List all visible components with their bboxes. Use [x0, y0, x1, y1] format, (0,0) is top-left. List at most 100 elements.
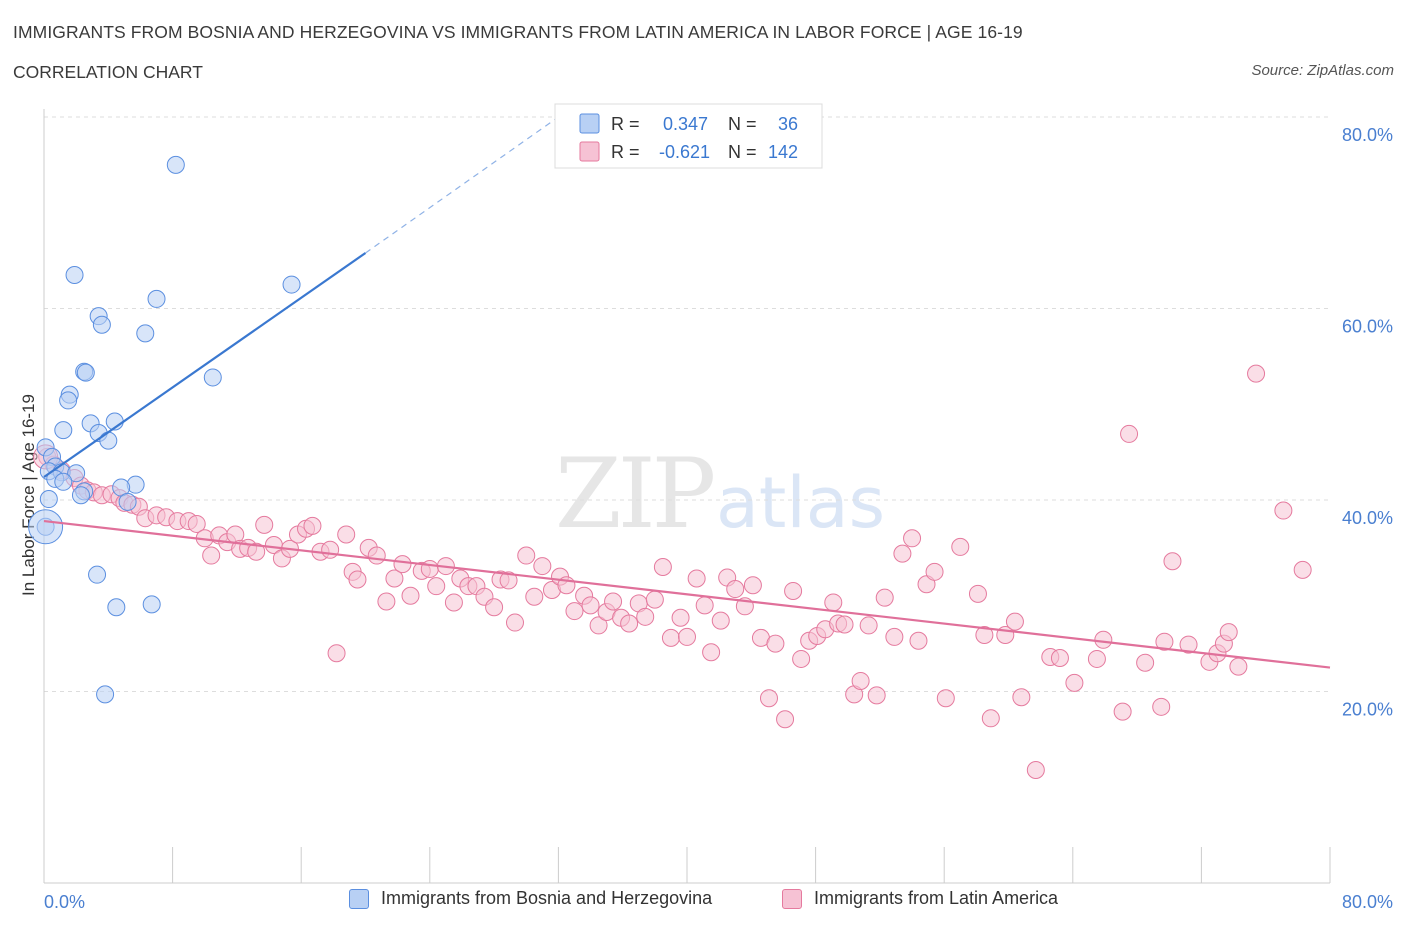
- latin-america-point: [893, 544, 912, 563]
- latin-america-point: [1012, 688, 1031, 707]
- latin-america-point: [1026, 761, 1045, 780]
- legend-n-label: N =: [728, 142, 757, 162]
- latin-america-point: [1274, 501, 1293, 520]
- bosnia-point: [166, 155, 185, 174]
- latin-america-point: [636, 607, 655, 626]
- latin-america-point: [525, 587, 544, 606]
- latin-america-point: [303, 516, 322, 535]
- latin-america-point: [1050, 648, 1069, 667]
- legend-n-value-latin: 142: [768, 142, 798, 162]
- latin-america-point: [348, 570, 367, 589]
- bosnia-point: [136, 324, 155, 343]
- legend-item-latin: Immigrants from Latin America: [782, 888, 1058, 909]
- latin-america-points: [33, 364, 1312, 780]
- axes: [43, 109, 1331, 884]
- legend-swatch-bosnia: [349, 888, 369, 909]
- latin-america-point: [1136, 653, 1155, 672]
- watermark: ZIP atlas: [555, 438, 885, 550]
- latin-america-point: [1155, 632, 1174, 651]
- bosnia-point: [99, 431, 118, 450]
- latin-america-point: [247, 542, 266, 561]
- latin-america-point: [925, 562, 944, 581]
- bosnia-point: [147, 289, 166, 308]
- latin-america-point: [875, 588, 894, 607]
- latin-america-point: [367, 546, 386, 565]
- latin-america-point: [726, 580, 745, 599]
- bosnia-point: [71, 486, 90, 505]
- latin-america-point: [1087, 649, 1106, 668]
- latin-america-point: [327, 644, 346, 663]
- latin-america-point: [661, 628, 680, 647]
- latin-america-point: [187, 514, 206, 533]
- bosnia-point: [54, 472, 73, 491]
- latin-america-point: [385, 569, 404, 588]
- latin-america-point: [1229, 657, 1248, 676]
- latin-america-point: [401, 586, 420, 605]
- latin-america-point: [859, 616, 878, 635]
- legend-swatch-latin: [782, 888, 802, 909]
- latin-america-point: [589, 616, 608, 635]
- latin-america-point: [776, 710, 795, 729]
- latin-america-point: [377, 592, 396, 611]
- latin-america-point: [1219, 623, 1238, 642]
- legend-n-value-bosnia: 36: [778, 114, 798, 134]
- legend-swatch-bosnia: [579, 113, 600, 134]
- chart-subtitle: CORRELATION CHART: [13, 62, 203, 82]
- bosnia-point: [88, 565, 107, 584]
- latin-america-point: [202, 546, 221, 565]
- latin-america-point: [687, 569, 706, 588]
- legend-swatch-latin: [579, 141, 600, 162]
- latin-america-point: [1065, 673, 1084, 692]
- y-tick-label: 20.0%: [1342, 700, 1393, 720]
- correlation-legend: R = 0.347 N = 36 R = -0.621 N = 142: [554, 103, 823, 169]
- latin-america-point: [695, 596, 714, 615]
- bosnia-trend-line: [43, 252, 367, 478]
- latin-america-point: [255, 515, 274, 534]
- latin-america-point: [1005, 612, 1024, 631]
- latin-america-point: [766, 634, 785, 653]
- x-tick-label: 0.0%: [44, 892, 85, 912]
- bosnia-point: [59, 391, 78, 410]
- x-tick-labels: 0.0% 80.0%: [44, 892, 1393, 912]
- latin-america-point: [321, 540, 340, 559]
- latin-america-trend-line: [43, 519, 1331, 669]
- latin-america-point: [1293, 560, 1312, 579]
- chart-title: IMMIGRANTS FROM BOSNIA AND HERZEGOVINA V…: [13, 22, 1023, 42]
- bosnia-point: [76, 363, 95, 382]
- watermark-atlas: atlas: [716, 462, 885, 544]
- legend-r-value-bosnia: 0.347: [663, 114, 708, 134]
- bosnia-point: [28, 509, 64, 545]
- latin-america-point: [975, 626, 994, 645]
- latin-america-point: [743, 576, 762, 595]
- bosnia-point: [107, 598, 126, 617]
- latin-america-point: [903, 529, 922, 548]
- bosnia-points: [28, 155, 301, 704]
- latin-america-point: [1247, 364, 1266, 383]
- bosnia-point: [54, 421, 73, 440]
- legend-label-latin: Immigrants from Latin America: [814, 888, 1059, 908]
- latin-america-point: [645, 590, 664, 609]
- latin-america-point: [711, 611, 730, 630]
- gridlines: [44, 116, 1330, 692]
- legend-r-label: R =: [611, 114, 640, 134]
- latin-america-point: [867, 686, 886, 705]
- latin-america-point: [620, 614, 639, 633]
- latin-america-point: [499, 571, 518, 590]
- latin-america-point: [1120, 424, 1139, 443]
- latin-america-point: [671, 608, 690, 627]
- latin-america-point: [981, 709, 1000, 728]
- bosnia-point: [67, 464, 86, 483]
- latin-america-point: [936, 689, 955, 708]
- bosnia-point: [65, 265, 84, 284]
- y-tick-label: 80.0%: [1342, 125, 1393, 145]
- latin-america-point: [565, 602, 584, 621]
- bosnia-point: [142, 595, 161, 614]
- y-tick-label: 40.0%: [1342, 508, 1393, 528]
- latin-america-point: [1152, 697, 1171, 716]
- latin-america-point: [824, 593, 843, 612]
- latin-america-point: [951, 537, 970, 556]
- latin-america-point: [517, 546, 536, 565]
- latin-america-point: [792, 649, 811, 668]
- legend-r-label: R =: [611, 142, 640, 162]
